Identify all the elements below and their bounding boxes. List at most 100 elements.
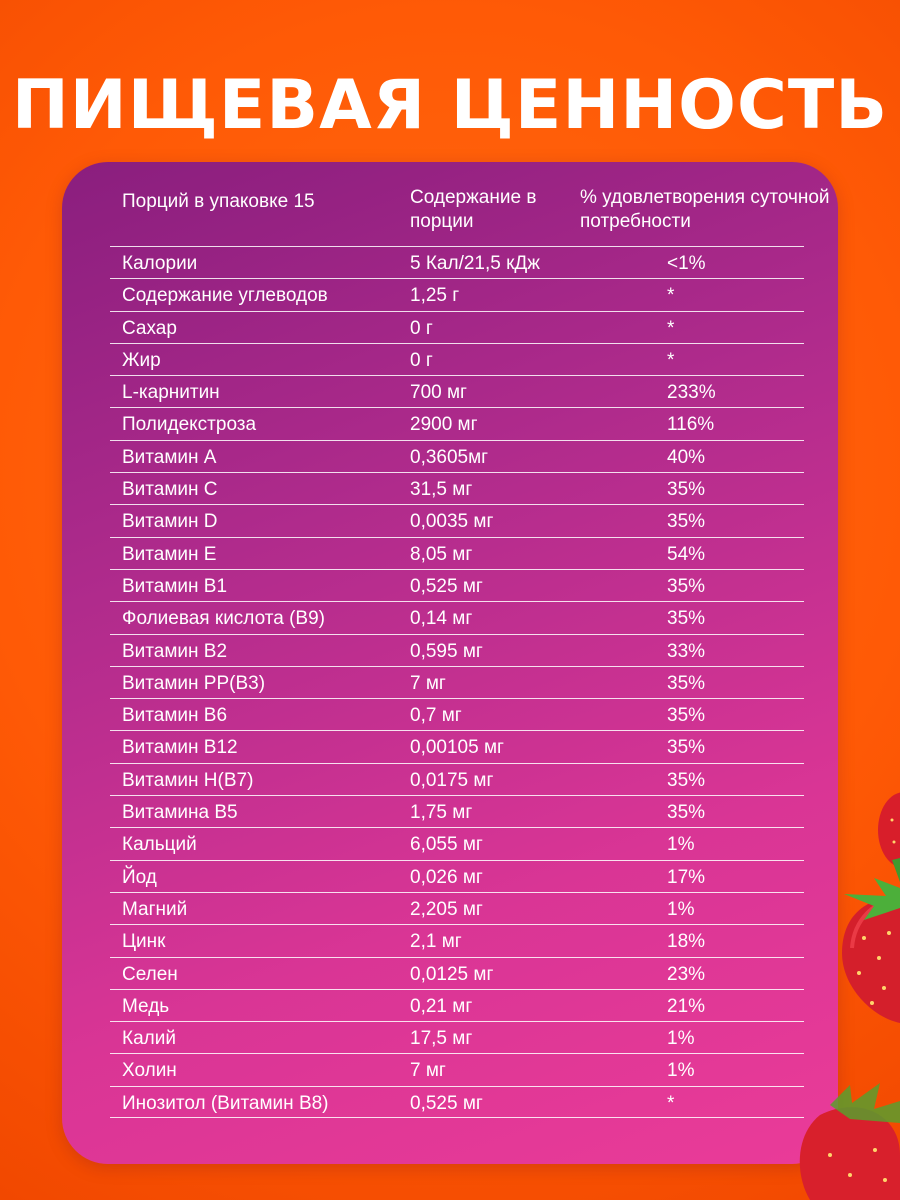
table-row: Витамина В5 1,75 мг 35% (110, 795, 804, 827)
nutrient-name: Медь (122, 995, 170, 1017)
nutrient-amount: 0,525 мг (410, 575, 483, 597)
nutrient-amount: 5 Кал/21,5 кДж (410, 253, 540, 274)
nutrient-name: Холин (122, 1060, 177, 1082)
nutrient-daily-value: 1% (667, 1028, 695, 1050)
nutrient-amount: 0,0125 мг (410, 963, 494, 985)
table-row: Витамин В6 0,7 мг 35% (110, 698, 804, 730)
nutrition-table-card: Порций в упаковке 15 Содержание в порции… (62, 162, 838, 1164)
nutrient-amount: 0,026 мг (410, 866, 483, 888)
nutrient-name: Жир (122, 349, 161, 371)
nutrient-daily-value: 18% (667, 931, 706, 953)
nutrient-daily-value: 35% (667, 672, 706, 694)
nutrient-name: Витамин В1 (122, 575, 228, 597)
nutrient-name: Витамин В2 (122, 640, 228, 662)
page-title: ПИЩЕВАЯ ЦЕННОСТЬ (11, 66, 889, 145)
nutrient-name: Витамин В6 (122, 705, 228, 727)
table-row: Фолиевая кислота (В9) 0,14 мг 35% (110, 601, 804, 633)
nutrient-amount: 0,21 мг (410, 995, 473, 1017)
nutrient-name: Кальций (122, 834, 197, 856)
nutrient-amount: 2900 мг (410, 414, 478, 436)
nutrition-rows: Калории 5 Кал/21,5 кДж <1% Содержание углев… (110, 246, 804, 1119)
nutrient-daily-value: 116% (667, 414, 715, 436)
table-row: Калий 17,5 мг 1% (110, 1021, 804, 1053)
table-row: L-карнитин 700 мг 233% (110, 375, 804, 407)
nutrient-amount: 31,5 мг (410, 479, 473, 501)
nutrient-name: Сахар (122, 317, 177, 339)
table-row: Калории 5 Кал/21,5 кДж <1% (110, 246, 804, 278)
strawberry-top-icon (878, 792, 900, 868)
nutrient-daily-value: 35% (667, 608, 706, 630)
nutrient-daily-value: 35% (667, 511, 706, 533)
nutrient-daily-value: 1% (667, 834, 695, 856)
nutrient-daily-value: 54% (667, 543, 706, 565)
nutrient-name: Калий (122, 1028, 176, 1050)
nutrient-daily-value: <1% (667, 253, 706, 274)
nutrient-amount: 700 мг (410, 382, 467, 404)
nutrient-daily-value: 35% (667, 802, 706, 824)
nutrient-daily-value: 35% (667, 705, 706, 727)
nutrient-name: Магний (122, 898, 188, 920)
nutrient-name: Витамин Н(В7) (122, 769, 254, 791)
table-row: Содержание углеводов 1,25 г * (110, 278, 804, 310)
nutrient-amount: 0,595 мг (410, 640, 483, 662)
nutrient-amount: 0,14 мг (410, 608, 473, 630)
header-daily-value: % удовлетворения суточной потребности (580, 187, 830, 232)
table-row: Жир 0 г * (110, 342, 804, 375)
nutrient-amount: 8,05 мг (410, 543, 473, 565)
nutrient-name: Витамина В5 (122, 802, 238, 824)
nutrient-name: Йод (122, 866, 157, 888)
nutrient-amount: 0,0175 мг (410, 769, 494, 791)
nutrient-daily-value: 33% (667, 640, 706, 662)
nutrient-amount: 7 мг (410, 672, 446, 694)
table-row: Витамин Е 8,05 мг 54% (110, 536, 804, 569)
table-row: Йод 0,026 мг 17% (110, 859, 804, 892)
nutrient-amount: 0,3605мг (410, 446, 489, 468)
nutrient-daily-value: 35% (667, 479, 706, 501)
nutrient-daily-value: 35% (667, 737, 706, 759)
nutrient-daily-value: 21% (667, 995, 706, 1017)
nutrient-name: Витамин Е (122, 543, 217, 565)
nutrient-daily-value: * (667, 349, 675, 371)
nutrient-daily-value: 35% (667, 769, 706, 791)
nutrient-daily-value: 40% (667, 446, 706, 468)
nutrient-name: Витамин В12 (122, 737, 238, 759)
table-row: Полидекстроза 2900 мг 116% (110, 407, 804, 439)
nutrient-daily-value: * (667, 285, 675, 307)
nutrient-name: Витамин С (122, 479, 218, 501)
nutrient-name: Содержание углеводов (122, 285, 328, 307)
nutrient-name: Полидекстроза (122, 414, 257, 436)
header-servings: Порций в упаковке 15 (122, 191, 315, 212)
nutrient-amount: 0,00105 мг (410, 737, 504, 759)
table-row: Инозитол (Витамин В8) 0,525 мг * (110, 1085, 804, 1119)
table-row: Цинк 2,1 мг 18% (110, 924, 804, 956)
nutrient-name: Фолиевая кислота (В9) (122, 608, 325, 630)
nutrient-daily-value: 35% (667, 575, 706, 597)
nutrient-daily-value: * (667, 1092, 675, 1114)
nutrient-daily-value: 1% (667, 1060, 695, 1082)
nutrient-name: L-карнитин (122, 382, 220, 404)
nutrient-amount: 0,7 мг (410, 705, 462, 727)
table-row: Витамин В12 0,00105 мг 35% (110, 730, 804, 762)
nutrient-daily-value: 233% (667, 382, 716, 404)
nutrient-amount: 0 г (410, 349, 433, 371)
table-row: Кальций 6,055 мг 1% (110, 827, 804, 859)
nutrient-amount: 17,5 мг (410, 1028, 473, 1050)
nutrient-amount: 0,525 мг (410, 1092, 483, 1114)
nutrient-name: Витамин А (122, 446, 217, 468)
table-row: Витамин Н(В7) 0,0175 мг 35% (110, 762, 804, 795)
nutrient-name: Инозитол (Витамин В8) (122, 1092, 329, 1114)
nutrient-name: Селен (122, 963, 178, 985)
table-row: Магний 2,205 мг 1% (110, 891, 804, 924)
table-row: Витамин В2 0,595 мг 33% (110, 633, 804, 666)
table-row: Витамин С 31,5 мг 35% (110, 472, 804, 504)
nutrient-name: Калории (122, 253, 198, 274)
nutrient-daily-value: 17% (667, 866, 706, 888)
nutrient-daily-value: 1% (667, 898, 695, 920)
table-row: Витамин D 0,0035 мг 35% (110, 504, 804, 536)
nutrient-name: Цинк (122, 931, 166, 953)
table-row: Медь 0,21 мг 21% (110, 988, 804, 1021)
table-row: Витамин А 0,3605мг 40% (110, 439, 804, 472)
table-row: Витамин В1 0,525 мг 35% (110, 568, 804, 601)
nutrient-name: Витамин РР(В3) (122, 672, 266, 694)
strawberry-right-icon (842, 858, 900, 1023)
